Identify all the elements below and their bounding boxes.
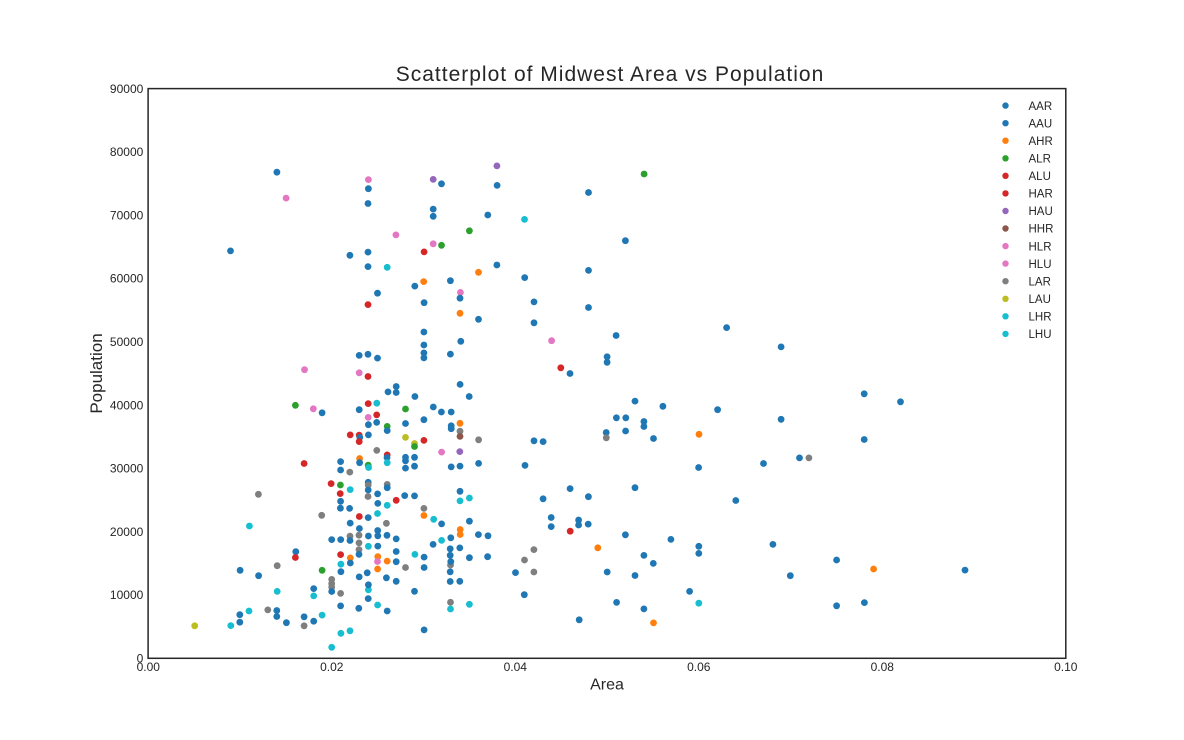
svg-text:0.08: 0.08 [871, 660, 895, 674]
svg-text:ALU: ALU [1029, 171, 1051, 183]
svg-text:0.02: 0.02 [320, 660, 344, 674]
svg-text:HHR: HHR [1029, 224, 1054, 236]
svg-text:0.04: 0.04 [504, 660, 528, 674]
svg-text:ALR: ALR [1029, 154, 1051, 166]
svg-text:AAU: AAU [1029, 118, 1053, 130]
svg-text:0.10: 0.10 [1054, 660, 1078, 674]
svg-text:20000: 20000 [110, 525, 144, 539]
svg-text:0.00: 0.00 [137, 660, 161, 674]
svg-text:0.06: 0.06 [687, 660, 711, 674]
svg-text:LAU: LAU [1029, 294, 1051, 306]
svg-text:Scatterplot of Midwest Area vs: Scatterplot of Midwest Area vs Populatio… [396, 63, 825, 86]
svg-text:HAR: HAR [1029, 189, 1053, 201]
svg-text:Population: Population [87, 333, 106, 413]
svg-text:HLR: HLR [1029, 241, 1052, 253]
svg-text:80000: 80000 [110, 145, 144, 159]
svg-text:HAU: HAU [1029, 206, 1053, 218]
svg-text:HLU: HLU [1029, 259, 1052, 271]
svg-text:10000: 10000 [110, 588, 144, 602]
svg-text:AAR: AAR [1029, 101, 1053, 113]
svg-text:50000: 50000 [110, 335, 144, 349]
svg-text:40000: 40000 [110, 398, 144, 412]
svg-text:70000: 70000 [110, 208, 144, 222]
svg-text:LAR: LAR [1029, 276, 1051, 288]
svg-text:AHR: AHR [1029, 136, 1053, 148]
svg-text:Area: Area [590, 677, 624, 694]
svg-text:30000: 30000 [110, 462, 144, 476]
svg-text:LHR: LHR [1029, 312, 1052, 324]
svg-text:0: 0 [137, 652, 144, 666]
svg-text:60000: 60000 [110, 272, 144, 286]
svg-text:LHU: LHU [1029, 329, 1052, 341]
svg-text:90000: 90000 [110, 82, 144, 96]
